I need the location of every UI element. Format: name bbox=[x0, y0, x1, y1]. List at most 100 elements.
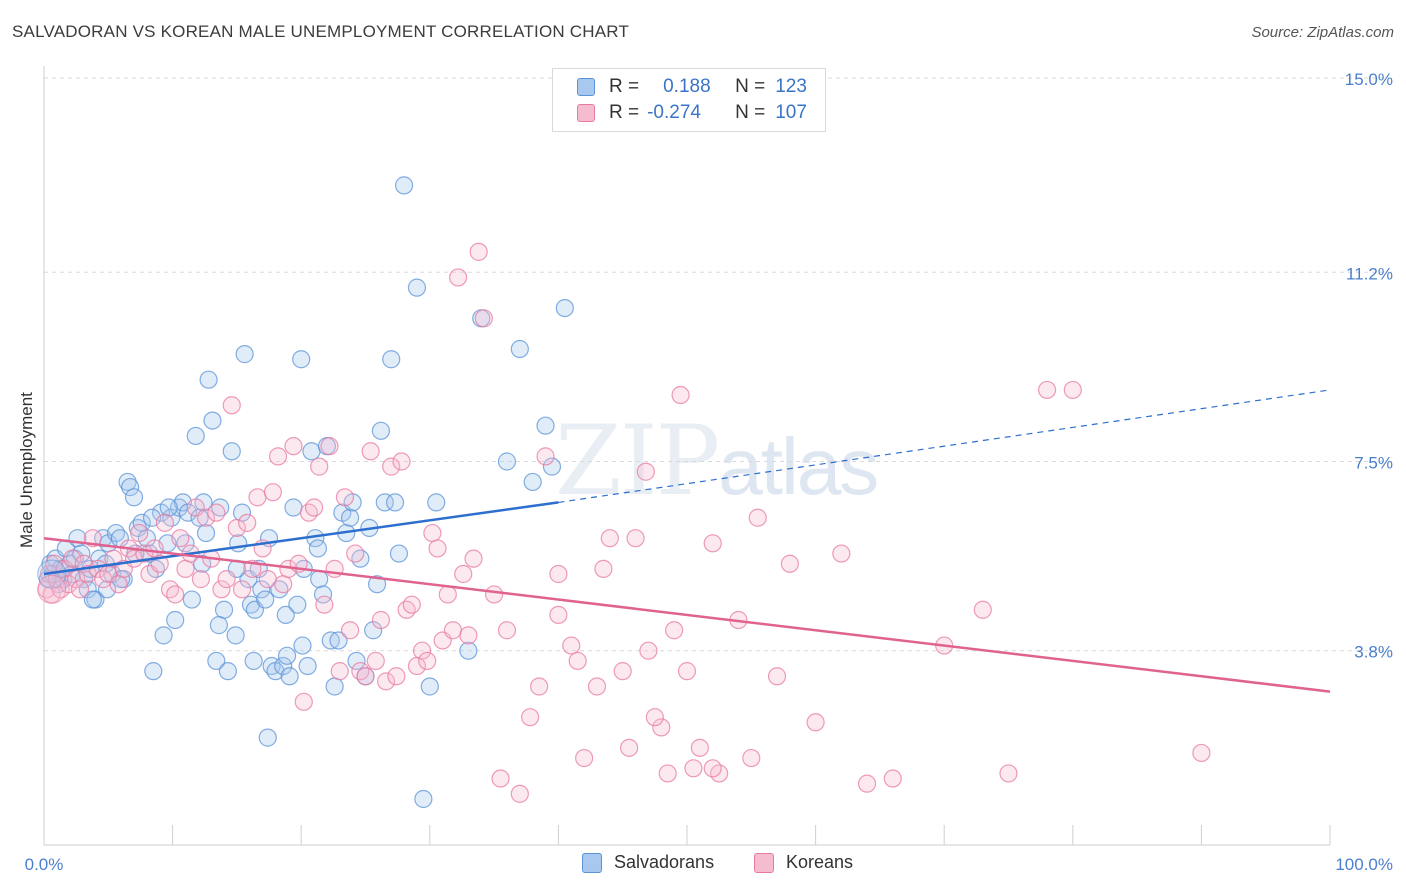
korean-point bbox=[703, 534, 722, 553]
chart-source: Source: ZipAtlas.com bbox=[1251, 24, 1394, 41]
legend-label-koreans: Koreans bbox=[786, 852, 854, 872]
salvadoran-point bbox=[182, 590, 201, 609]
salvadoran-point bbox=[209, 616, 228, 635]
korean-point bbox=[299, 503, 319, 522]
y-tick-label: 11.2% bbox=[1346, 264, 1393, 283]
korean-point bbox=[832, 544, 851, 563]
korean-point bbox=[549, 605, 568, 625]
salvadoran-point bbox=[367, 575, 387, 594]
korean-point bbox=[443, 621, 463, 640]
salvadoran-point bbox=[199, 370, 218, 389]
korean-point bbox=[677, 662, 697, 681]
y-tick-label: 7.5% bbox=[1354, 454, 1393, 473]
korean-point bbox=[268, 447, 288, 466]
salvadoran-point bbox=[276, 605, 295, 625]
salvadoran-point bbox=[340, 508, 360, 527]
legend-item-salvadorans[interactable]: Salvadorans bbox=[582, 852, 714, 873]
korean-point bbox=[320, 437, 339, 456]
korean-point bbox=[469, 242, 488, 261]
legend-item-koreans[interactable]: Koreans bbox=[754, 852, 853, 873]
korean-point bbox=[767, 667, 787, 686]
salvadoran-point bbox=[288, 595, 307, 614]
korean-point bbox=[497, 621, 517, 640]
korean-point bbox=[448, 268, 468, 287]
salvadoran-point bbox=[510, 339, 529, 359]
salvadoran-point bbox=[235, 345, 254, 364]
korean-point bbox=[459, 626, 478, 645]
salvadoran-point bbox=[427, 493, 446, 512]
korean-point bbox=[1063, 380, 1082, 400]
korean-point bbox=[474, 309, 493, 328]
salvadorans-swatch bbox=[582, 852, 602, 873]
korean-point bbox=[587, 677, 607, 696]
korean-point bbox=[145, 539, 164, 558]
salvadoran-point bbox=[302, 442, 321, 461]
salvadoran-point bbox=[385, 493, 405, 512]
salvadoran-point bbox=[274, 656, 293, 676]
salvadoran-point bbox=[190, 508, 209, 527]
salvadorans-trendline bbox=[43, 501, 559, 576]
salvadoran-point bbox=[523, 472, 542, 492]
salvadoran-point bbox=[459, 641, 478, 660]
korean-point bbox=[428, 539, 447, 558]
korean-point bbox=[568, 651, 587, 671]
y-tick-label: 15.0% bbox=[1345, 70, 1393, 89]
korean-point bbox=[315, 595, 334, 614]
korean-point bbox=[207, 503, 226, 522]
korean-point bbox=[613, 662, 632, 681]
korean-point bbox=[176, 559, 195, 578]
koreans-swatch bbox=[577, 104, 595, 122]
korean-point bbox=[166, 585, 185, 604]
korean-point bbox=[806, 713, 825, 732]
korean-point bbox=[626, 529, 645, 548]
korean-point bbox=[222, 396, 241, 415]
korean-point bbox=[171, 529, 190, 548]
salvadoran-point bbox=[497, 452, 517, 471]
korean-point bbox=[1037, 380, 1057, 400]
korean-point bbox=[748, 508, 767, 527]
korean-point bbox=[652, 718, 671, 737]
salvadoran-point bbox=[154, 626, 173, 645]
salvadoran-point bbox=[389, 544, 409, 563]
legend-label-salvadorans: Salvadorans bbox=[614, 852, 715, 872]
salvadoran-point bbox=[298, 656, 317, 676]
series-legend: Salvadorans Koreans bbox=[0, 852, 1406, 878]
salvadoran-point bbox=[176, 534, 195, 553]
korean-point bbox=[382, 457, 401, 476]
salvadoran-point bbox=[321, 631, 340, 650]
y-tick-label: 3.8% bbox=[1354, 643, 1393, 662]
korean-point bbox=[70, 580, 90, 599]
salvadoran-point bbox=[329, 631, 348, 650]
r-label: R = bbox=[609, 102, 640, 123]
korean-point bbox=[594, 559, 613, 578]
salvadoran-point bbox=[277, 646, 297, 665]
salvadoran-point bbox=[244, 651, 263, 671]
korean-point bbox=[658, 764, 677, 783]
salvadoran-point bbox=[382, 350, 401, 369]
salvadoran-point bbox=[193, 554, 212, 573]
salvadoran-point bbox=[280, 667, 299, 686]
legend-row-salvadorans: R = 0.188 N = 123 bbox=[577, 75, 807, 99]
salvadoran-point bbox=[118, 472, 137, 492]
korean-point bbox=[464, 549, 483, 568]
korean-point bbox=[999, 764, 1018, 783]
n-value-koreans: 107 bbox=[775, 102, 807, 123]
salvadoran-point bbox=[407, 278, 427, 297]
korean-point bbox=[402, 595, 421, 614]
salvadoran-point bbox=[222, 442, 241, 461]
korean-point bbox=[217, 570, 236, 589]
korean-point bbox=[438, 585, 457, 604]
salvadoran-point bbox=[292, 350, 311, 369]
korean-point bbox=[248, 488, 267, 507]
salvadoran-point bbox=[293, 636, 312, 655]
korean-point bbox=[346, 544, 365, 563]
korean-point bbox=[780, 554, 799, 573]
n-label: N = bbox=[735, 76, 766, 97]
korean-point bbox=[258, 570, 277, 589]
salvadoran-point bbox=[214, 600, 234, 619]
korean-point bbox=[238, 513, 257, 532]
salvadoran-point bbox=[196, 523, 216, 543]
salvadoran-point bbox=[203, 411, 222, 430]
salvadoran-point bbox=[536, 416, 555, 435]
